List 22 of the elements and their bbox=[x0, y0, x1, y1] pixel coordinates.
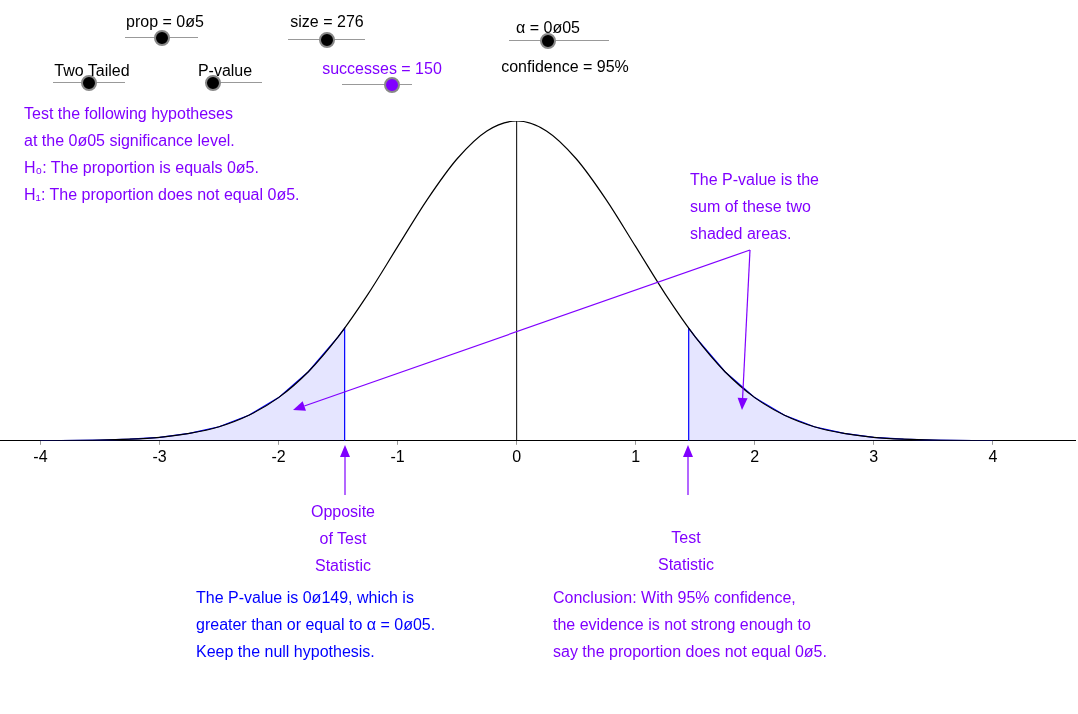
x-tick-label: 4 bbox=[988, 447, 998, 465]
annotation: Test the following hypotheses at the 0ø05 significance level. H₀: The proportion is equals 0ø5. H₁: The proportion does not equal 0ø5. bbox=[24, 104, 300, 205]
x-tick-label: -4 bbox=[33, 447, 48, 465]
x-tick-label: 3 bbox=[869, 447, 879, 465]
text: Two Tailed bbox=[54, 61, 130, 81]
x-tick-label: -2 bbox=[271, 447, 286, 465]
text: P-value bbox=[197, 61, 253, 81]
text: Test Statistic bbox=[657, 528, 715, 575]
x-tick-label: -1 bbox=[390, 447, 405, 465]
x-tick-label: 2 bbox=[750, 447, 760, 465]
annotation: The P-value is the sum of these two shaded areas. bbox=[690, 170, 819, 244]
text: The P-value is 0ø149, which is greater than or equal to α = 0ø05. Keep the null hypothesis. bbox=[196, 588, 436, 662]
text: successes = 150 bbox=[322, 59, 442, 79]
x-tick-label: -3 bbox=[152, 447, 167, 465]
x-tick-label: 0 bbox=[512, 447, 522, 465]
text: Opposite of Test Statistic bbox=[310, 502, 376, 576]
text: prop = 0ø5 bbox=[126, 12, 204, 32]
x-tick-label: 1 bbox=[631, 447, 641, 465]
text: Conclusion: With 95% confidence, the evidence is not strong enough to say the proportion does not equal 0ø5. bbox=[553, 588, 827, 662]
text: confidence = 95% bbox=[501, 57, 629, 77]
text: size = 276 bbox=[290, 12, 364, 32]
text: α = 0ø05 bbox=[516, 18, 580, 38]
